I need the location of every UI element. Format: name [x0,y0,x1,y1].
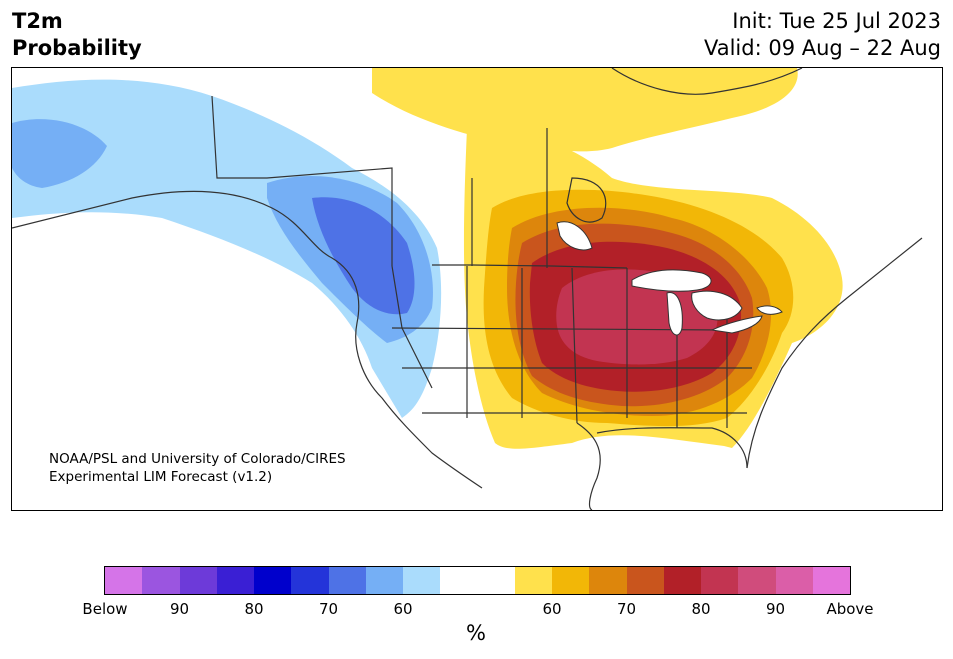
colorbar-tick-label: 60 [393,600,413,618]
gulf-coast-west [576,422,601,510]
lake-erie [710,315,763,334]
colorbar-segment [365,567,403,594]
great-lakes [556,221,783,336]
colorbar-segment [626,567,664,594]
colorbar-tick-label: Below [82,600,128,618]
lake-huron [691,290,743,321]
colorbar-tick-label: 90 [765,600,786,618]
colorbar-segment [589,567,627,594]
colorbar-tick-label: 70 [318,600,339,618]
colorbar-segment [812,567,850,594]
west-coastline [12,190,483,489]
colorbar-tick-label: 70 [616,600,637,618]
colorbar-tick-label: 80 [244,600,264,618]
credit-line-2: Experimental LIM Forecast (v1.2) [49,469,273,485]
colorbar-segment [291,567,329,594]
colorbar-segment [254,567,292,594]
credit-line-1: NOAA/PSL and University of Colorado/CIRE… [49,451,346,467]
lake-ontario [756,305,783,315]
cold-65-region [12,119,107,188]
colorbar-tick-label: 80 [691,600,711,618]
colorbar-segment [775,567,813,594]
colorbar-tick-label: 90 [169,600,190,618]
cold-60-region [12,79,442,418]
variable-title: T2m [12,9,63,33]
gulf-coast [596,427,748,469]
lake-winnipeg [556,221,593,251]
probability-colorbar [104,566,851,595]
probability-map [12,68,923,510]
valid-date: Valid: 09 Aug – 22 Aug [703,36,941,60]
colorbar-tick-label: Above [826,600,874,618]
init-date: Init: Tue 25 Jul 2023 [732,9,941,33]
map-panel: NOAA/PSL and University of Colorado/CIRE… [11,67,943,511]
colorbar-unit-label: % [466,621,486,645]
east-coastline [746,237,923,469]
colorbar-segment [440,567,478,594]
canada-provinces-central [471,128,548,268]
colorbar-segment [105,567,143,594]
colorbar-segment [179,567,217,594]
colorbar-segment [514,567,552,594]
colorbar-segment [552,567,590,594]
credit-text: NOAA/PSL and University of Colorado/CIRE… [49,450,346,486]
colorbar-segment [216,567,254,594]
product-title: Probability [12,36,142,60]
lake-michigan [666,292,683,336]
colorbar-segment [328,567,366,594]
colorbar-segment [701,567,739,594]
cold-70-region [312,197,415,315]
us-canada-border [432,264,628,269]
chart-title-block: T2m Probability [12,8,142,62]
warm-60-north [372,68,798,152]
lake-superior [631,269,712,292]
colorbar-segment [663,567,701,594]
date-info-block: Init: Tue 25 Jul 2023 Valid: 09 Aug – 22… [704,8,941,62]
colorbar-segment [403,567,441,594]
canada-provinces [211,95,393,266]
hudson-bay-inlet [566,177,607,223]
colorbar-segment [142,567,180,594]
colorbar-segment [738,567,776,594]
colorbar-tick-label: 60 [542,600,562,618]
arctic-coast [611,68,803,95]
colorbar-segment [477,567,515,594]
